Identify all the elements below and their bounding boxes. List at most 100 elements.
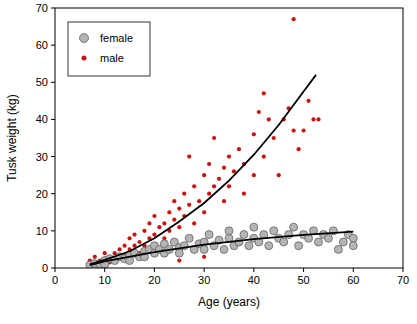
y-tick [51, 268, 55, 269]
point [314, 238, 322, 246]
x-tick [55, 268, 56, 272]
point [177, 206, 181, 210]
point [132, 232, 136, 236]
point [192, 184, 196, 188]
x-tick [353, 268, 354, 272]
x-tick-label: 60 [347, 274, 359, 286]
x-tick-label: 30 [198, 274, 210, 286]
point [192, 221, 196, 225]
point [280, 238, 288, 246]
legend: female male [68, 22, 150, 76]
x-tick-label: 0 [52, 274, 58, 286]
y-tick [51, 156, 55, 157]
fit-line [90, 232, 353, 265]
point [162, 221, 166, 225]
point [212, 184, 216, 188]
y-tick-label: 50 [36, 76, 48, 88]
point [265, 242, 273, 250]
plot-frame [55, 8, 403, 268]
x-tick-label: 10 [99, 274, 111, 286]
point [202, 210, 206, 214]
point [200, 245, 208, 253]
point [202, 173, 206, 177]
point [177, 258, 181, 262]
point [205, 231, 213, 239]
y-tick-label: 0 [42, 262, 48, 274]
point [306, 99, 310, 103]
point [272, 136, 276, 140]
point [297, 147, 301, 151]
x-tick [403, 268, 404, 272]
legend-box [68, 22, 150, 76]
point [227, 154, 231, 158]
point [339, 238, 347, 246]
y-tick [51, 45, 55, 46]
point [197, 199, 201, 203]
x-tick-label: 70 [397, 274, 409, 286]
point [152, 214, 156, 218]
point [222, 199, 226, 203]
y-tick-label: 40 [36, 113, 48, 125]
point [334, 245, 342, 253]
point [292, 17, 296, 21]
legend-marker [82, 56, 87, 61]
y-tick-label: 10 [36, 225, 48, 237]
point [217, 177, 221, 181]
point [295, 242, 303, 250]
x-tick [303, 268, 304, 272]
y-axis-label: Tusk weight (kg) [5, 94, 19, 182]
point [207, 192, 211, 196]
point [250, 223, 258, 231]
point [349, 242, 357, 250]
point [123, 244, 127, 248]
point [292, 128, 296, 132]
legend-label: female [100, 32, 133, 44]
point [212, 136, 216, 140]
point [285, 231, 293, 239]
legend-label: male [100, 52, 124, 64]
point [225, 227, 233, 235]
point [267, 117, 271, 121]
point [245, 242, 253, 250]
y-tick [51, 193, 55, 194]
point [252, 173, 256, 177]
y-tick-label: 70 [36, 2, 48, 14]
point [147, 221, 151, 225]
point [227, 184, 231, 188]
point [182, 192, 186, 196]
x-tick [104, 268, 105, 272]
point [220, 245, 228, 253]
point [262, 154, 266, 158]
y-tick-label: 30 [36, 151, 48, 163]
point [316, 117, 320, 121]
point [157, 225, 161, 229]
point [202, 255, 206, 259]
point [237, 147, 241, 151]
point [185, 234, 193, 242]
legend-marker [80, 34, 89, 43]
point [311, 117, 315, 121]
point [235, 238, 243, 246]
point [103, 251, 107, 255]
point [222, 166, 226, 170]
x-tick-label: 50 [297, 274, 309, 286]
y-tick-label: 20 [36, 188, 48, 200]
point [270, 227, 278, 235]
point [167, 210, 171, 214]
point [301, 128, 305, 132]
y-tick [51, 230, 55, 231]
point [172, 199, 176, 203]
x-tick-label: 40 [248, 274, 260, 286]
point [324, 234, 332, 242]
point [262, 91, 266, 95]
y-tick [51, 82, 55, 83]
point [242, 192, 246, 196]
point [127, 236, 131, 240]
point [252, 132, 256, 136]
x-tick [154, 268, 155, 272]
x-axis-label: Age (years) [198, 295, 260, 309]
y-tick-label: 60 [36, 39, 48, 51]
point [349, 234, 357, 242]
chart: 0 10 20 30 40 50 60 70 0 10 20 30 40 50 60 70 Age (years… [0, 0, 417, 324]
x-tick-label: 20 [148, 274, 160, 286]
